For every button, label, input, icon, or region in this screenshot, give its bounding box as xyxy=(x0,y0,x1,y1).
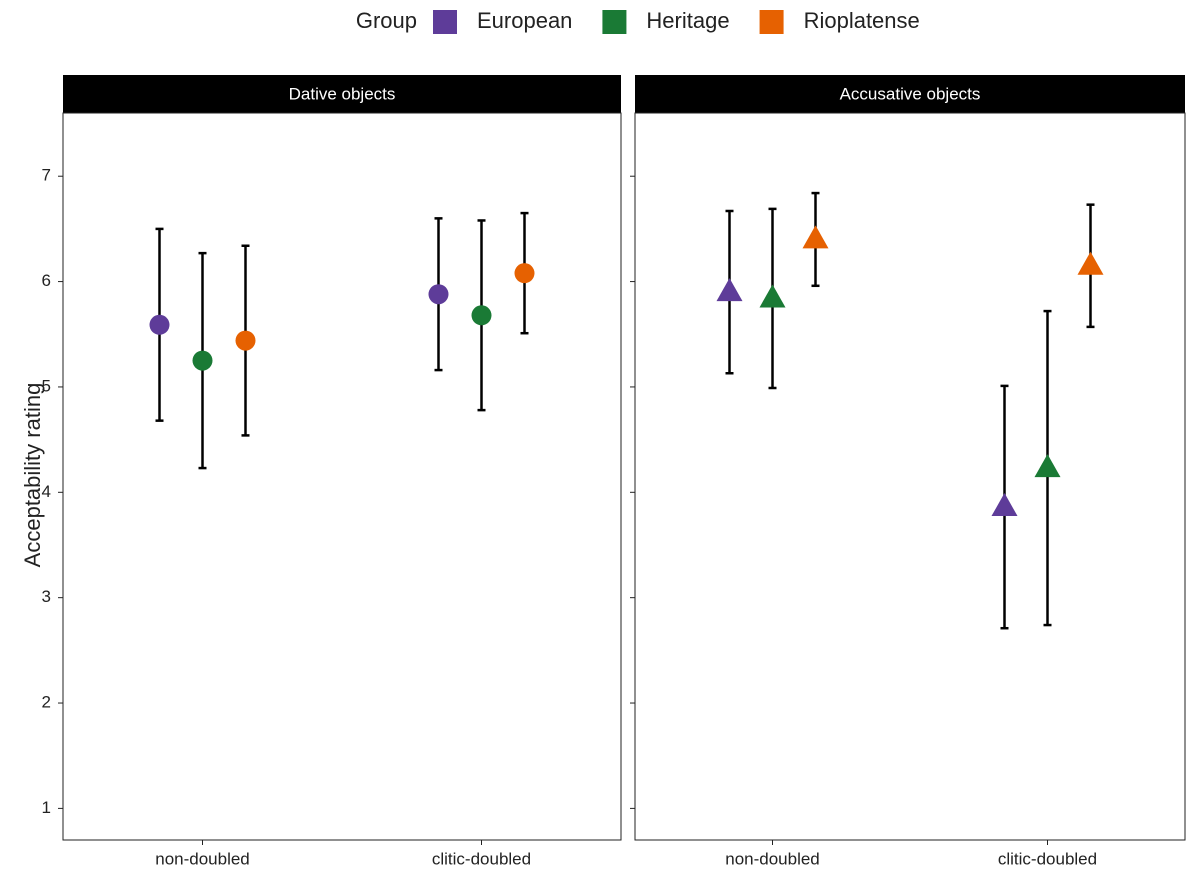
y-tick-label: 1 xyxy=(42,798,51,817)
y-tick-label: 2 xyxy=(42,693,51,712)
mean-point xyxy=(1077,251,1104,275)
x-tick-label: clitic-doubled xyxy=(432,849,531,868)
strip xyxy=(635,75,1185,113)
y-axis-label: Acceptability rating xyxy=(20,383,45,568)
x-tick-label: non-doubled xyxy=(725,849,820,868)
strip xyxy=(63,75,621,113)
mean-point xyxy=(1034,454,1061,478)
mean-point xyxy=(192,350,213,371)
legend-label: Rioplatense xyxy=(804,8,920,33)
y-tick-label: 3 xyxy=(42,587,51,606)
x-tick-label: clitic-doubled xyxy=(998,849,1097,868)
legend-label: European xyxy=(477,8,572,33)
panel-border xyxy=(62,112,622,841)
mean-point xyxy=(759,284,786,308)
mean-point xyxy=(802,225,829,249)
legend-label: Heritage xyxy=(646,8,729,33)
legend-swatch xyxy=(759,10,784,34)
legend-swatch xyxy=(433,10,457,34)
legend-title: Group xyxy=(356,8,417,33)
mean-point xyxy=(428,284,449,305)
legend: Group European Heritage Rioplatense xyxy=(356,8,920,34)
x-tick-label: non-doubled xyxy=(155,849,250,868)
mean-point xyxy=(514,263,535,284)
y-tick-label: 7 xyxy=(42,166,51,185)
y-tick-label: 6 xyxy=(42,271,51,290)
mean-point xyxy=(716,278,743,302)
panel-border xyxy=(634,112,1186,841)
mean-point xyxy=(235,330,256,351)
legend-swatch xyxy=(602,10,627,34)
panel-title: Accusative objects xyxy=(840,84,981,103)
mean-point xyxy=(149,314,170,335)
y-tick-label: 5 xyxy=(42,376,51,395)
panel-title: Dative objects xyxy=(289,84,396,103)
mean-point xyxy=(471,305,492,326)
mean-point xyxy=(991,493,1018,517)
y-tick-label: 4 xyxy=(42,482,51,501)
